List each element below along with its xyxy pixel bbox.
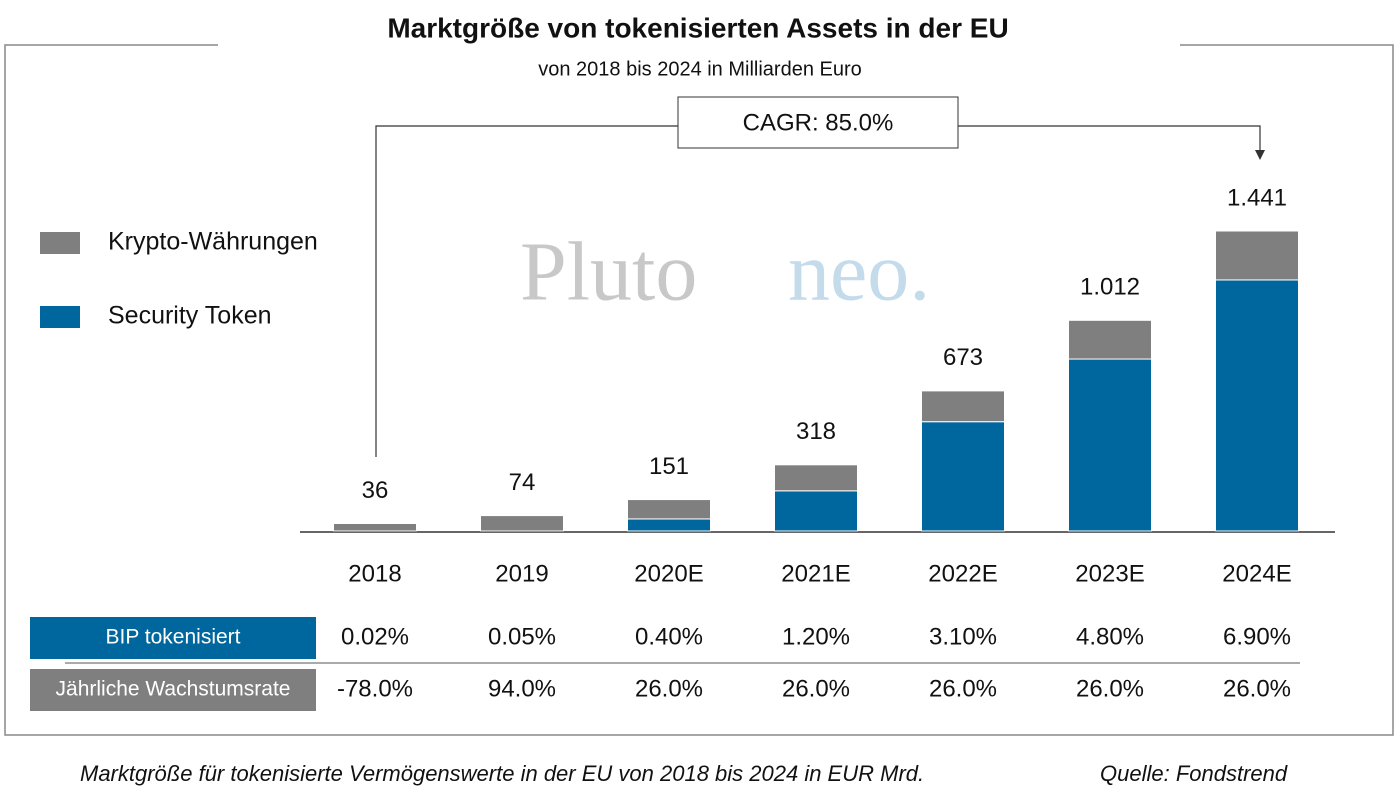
cagr-arrow [1255,150,1265,160]
chart-title: Marktgröße von tokenisierten Assets in d… [387,12,1008,43]
bar-segment [1068,358,1152,532]
source: Quelle: Fondstrend [1100,761,1288,786]
x-tick-label: 2023E [1075,560,1144,587]
total-label: 1.012 [1080,274,1140,301]
table-cell: 94.0% [488,675,556,702]
total-label: 36 [362,477,389,504]
total-label: 318 [796,418,836,445]
table-cell: 0.02% [341,623,409,650]
table-cell: 26.0% [782,675,850,702]
cagr-bracket [375,125,1261,457]
table-cell: 26.0% [929,675,997,702]
total-label: 1.441 [1227,184,1287,211]
caption: Marktgröße für tokenisierte Vermögenswer… [80,761,924,786]
x-tick-label: 2024E [1222,560,1291,587]
bar-segment [627,499,711,520]
row-header-box [30,617,316,659]
table-cell: 26.0% [635,675,703,702]
total-label: 74 [509,469,536,496]
bar-segment [1068,319,1152,360]
row-header: Jährliche Wachstumsrate [56,678,291,701]
table-cell: -78.0% [337,675,413,702]
bar-segment [921,421,1005,532]
cagr-label: CAGR: 85.0% [743,109,894,136]
legend-label: Krypto-Währungen [108,228,318,256]
row-header-box [30,669,316,711]
table-cell: 26.0% [1076,675,1144,702]
table-cell: 6.90% [1223,623,1291,650]
bar-segment [627,518,711,532]
row-header: BIP tokenisiert [105,626,240,649]
total-label: 151 [649,453,689,480]
watermark: neo. [788,225,930,318]
x-tick-label: 2020E [634,560,703,587]
x-tick-label: 2018 [348,560,401,587]
chart-subtitle: von 2018 bis 2024 in Milliarden Euro [538,58,862,80]
table-cell: 26.0% [1223,675,1291,702]
bar-segment [1215,279,1299,532]
watermark: Pluto [520,225,697,318]
cagr-box [677,96,959,149]
table-cell: 0.05% [488,623,556,650]
legend-swatch [40,232,80,254]
bar-segment [1215,230,1299,281]
bar-segment [333,523,417,532]
table-cell: 0.40% [635,623,703,650]
table-cell: 4.80% [1076,623,1144,650]
legend-swatch [40,306,80,328]
legend-label: Security Token [108,302,272,330]
x-tick-label: 2022E [928,560,997,587]
total-label: 673 [943,344,983,371]
bar-segment [774,464,858,492]
table-cell: 1.20% [782,623,850,650]
x-tick-label: 2019 [495,560,548,587]
x-tick-label: 2021E [781,560,850,587]
bar-segment [774,490,858,532]
table-cell: 3.10% [929,623,997,650]
bar-segment [480,515,564,532]
frame [4,44,1394,736]
bar-segment [921,390,1005,423]
